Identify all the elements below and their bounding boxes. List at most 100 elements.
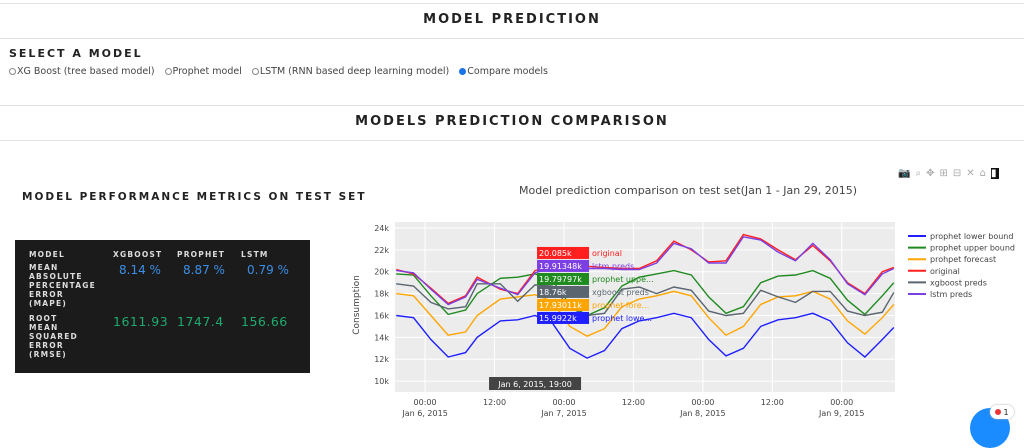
col-header: XGBOOST: [113, 250, 163, 259]
hover-series-name: prophet fore...: [592, 301, 649, 310]
radio-prophet[interactable]: Prophet model: [164, 66, 242, 77]
radio-lstm[interactable]: LSTM (RNN based deep learning model): [251, 66, 450, 77]
series-line-prohpet-forecast: [396, 290, 895, 337]
divider: [0, 140, 1024, 141]
radio-xgboost[interactable]: XG Boost (tree based model): [9, 66, 155, 77]
hover-value-box: [537, 259, 590, 272]
y-tick-label: 24k: [374, 224, 389, 233]
comparison-title: MODELS PREDICTION COMPARISON: [355, 114, 669, 129]
radio-label: Prophet model: [172, 66, 242, 77]
hover-value: 20.085k: [539, 249, 572, 258]
zoom-in-icon[interactable]: ⊞: [939, 168, 948, 179]
camera-icon[interactable]: 📷: [898, 168, 911, 179]
metrics-table: MODEL XGBOOST PROPHET LSTM MEAN ABSOLUTE PE…: [15, 240, 310, 373]
rmse-lstm: 156.66: [241, 314, 288, 329]
x-tick-label: 12:00: [622, 398, 645, 407]
legend-item: original: [930, 267, 960, 276]
hover-series-name: prophet lowe...: [592, 314, 652, 323]
legend-item: prohpet forecast: [930, 255, 996, 264]
x-tick-label: 00:00: [414, 398, 437, 407]
legend-item: xgboost preds: [930, 278, 987, 287]
prediction-chart: Model prediction comparison on test set(…: [352, 184, 1015, 418]
x-tick-label: 00:00: [691, 398, 714, 407]
zoom-icon[interactable]: ⌕: [915, 168, 922, 179]
series-line-prophet-upper-bound: [396, 269, 895, 317]
hover-value: 19.79797k: [539, 275, 582, 284]
notification-dot-icon: [995, 409, 1002, 415]
metrics-title: MODEL PERFORMANCE METRICS ON TEST SET: [22, 191, 367, 203]
divider: [0, 38, 1024, 39]
row-label: MEAN ABSOLUTE PERCENTAGE ERROR (MAPE): [29, 263, 96, 308]
col-header: LSTM: [241, 250, 269, 259]
hover-x-box: [489, 377, 582, 390]
x-tick-date: Jan 6, 2015: [401, 409, 447, 418]
hover-value: 19.91348k: [539, 262, 582, 271]
y-tick-label: 14k: [374, 333, 389, 342]
col-header: MODEL: [29, 250, 65, 259]
rmse-prophet: 1747.4: [177, 314, 224, 329]
radio-circle[interactable]: [459, 68, 467, 75]
series-line-lstm-preds: [396, 236, 895, 306]
pan-icon[interactable]: ✥: [926, 168, 935, 179]
legend-item: prophet upper bound: [930, 244, 1015, 253]
hover-value-box: [537, 311, 590, 324]
hover-value: 18.76k: [539, 288, 567, 297]
zoom-out-icon[interactable]: ⊟: [952, 168, 962, 179]
select-model-heading: SELECT A MODEL: [9, 47, 143, 60]
plotly-logo-icon[interactable]: ▮: [990, 168, 999, 179]
hover-value: 15.9922k: [539, 314, 577, 323]
chart-title: Model prediction comparison on test set(…: [519, 184, 857, 197]
col-header: PROPHET: [177, 250, 226, 259]
chart-modebar: 📷 ⌕ ✥ ⊞ ⊟ ✕ ⌂ ▮: [898, 168, 999, 179]
rmse-xgboost: 1611.93: [113, 314, 169, 329]
hover-series-name: prophet uppe...: [592, 275, 654, 284]
radio-circle[interactable]: [251, 68, 259, 75]
series-line-prophet-lower-bound: [396, 312, 895, 359]
x-tick-label: 00:00: [830, 398, 853, 407]
hover-series-name: xgboost preds: [592, 288, 649, 297]
model-radio-group: XG Boost (tree based model) Prophet mode…: [9, 66, 548, 77]
radio-label: Compare models: [467, 66, 548, 77]
notification-badge: 1: [990, 405, 1014, 419]
divider: [0, 105, 1024, 106]
hover-value-box: [537, 272, 590, 285]
x-tick-label: 12:00: [483, 398, 506, 407]
hover-value: 17.93011k: [539, 301, 582, 310]
series-line-original: [396, 233, 895, 305]
mape-lstm: 0.79 %: [247, 263, 289, 277]
radio-label: XG Boost (tree based model): [17, 66, 155, 77]
autoscale-icon[interactable]: ✕: [966, 168, 975, 179]
series-line-xgboost-preds: [396, 283, 895, 317]
y-tick-label: 20k: [374, 268, 389, 277]
notification-count: 1: [1003, 407, 1009, 417]
y-tick-label: 22k: [374, 246, 389, 255]
hover-x-label: Jan 6, 2015, 19:00: [497, 380, 572, 389]
mape-prophet: 8.87 %: [183, 263, 225, 277]
x-tick-label: 00:00: [552, 398, 575, 407]
radio-label: LSTM (RNN based deep learning model): [259, 66, 450, 77]
y-tick-label: 12k: [374, 355, 389, 364]
y-tick-label: 10k: [374, 377, 389, 386]
hover-value-box: [537, 298, 590, 311]
home-icon[interactable]: ⌂: [979, 168, 986, 179]
y-tick-label: 16k: [374, 311, 389, 320]
legend-item: prophet lower bound: [930, 232, 1013, 241]
radio-circle[interactable]: [164, 68, 172, 75]
radio-compare[interactable]: Compare models: [459, 66, 548, 77]
radio-circle[interactable]: [9, 68, 16, 75]
mape-xgboost: 8.14 %: [119, 263, 161, 277]
x-tick-label: 12:00: [761, 398, 784, 407]
hover-value-box: [537, 285, 590, 298]
divider: [0, 3, 1024, 4]
table-row: ROOT MEAN SQUARED ERROR (RMSE) 1611.93 174…: [29, 314, 305, 365]
x-tick-date: Jan 9, 2015: [818, 409, 864, 418]
x-tick-date: Jan 8, 2015: [679, 409, 725, 418]
row-label: ROOT MEAN SQUARED ERROR (RMSE): [29, 314, 78, 359]
hover-value-box: [537, 246, 590, 259]
hover-series-name: original: [592, 249, 622, 258]
table-row: MEAN ABSOLUTE PERCENTAGE ERROR (MAPE) 8.1…: [29, 263, 305, 314]
y-axis-label: Consumption: [352, 275, 362, 335]
hover-series-name: lstm preds: [592, 262, 634, 271]
x-tick-date: Jan 7, 2015: [540, 409, 586, 418]
y-tick-label: 18k: [374, 290, 389, 299]
